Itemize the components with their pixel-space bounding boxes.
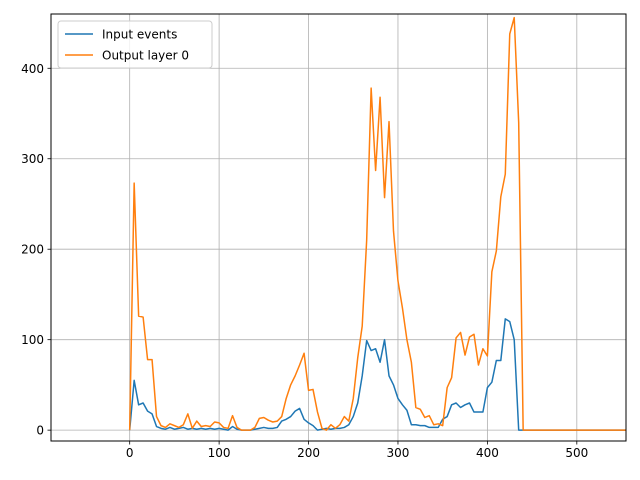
legend-box bbox=[57, 20, 213, 69]
x-tick-label: 0 bbox=[126, 446, 134, 460]
x-tick-label: 500 bbox=[565, 446, 588, 460]
x-tick-label: 400 bbox=[476, 446, 499, 460]
x-tick-label: 100 bbox=[208, 446, 231, 460]
y-tick-label: 400 bbox=[21, 62, 44, 76]
y-tick-label: 200 bbox=[21, 243, 44, 257]
x-tick-label: 200 bbox=[297, 446, 320, 460]
legend-label-1: Output layer 0 bbox=[102, 49, 189, 63]
y-tick-label: 100 bbox=[21, 333, 44, 347]
y-tick-label: 0 bbox=[36, 424, 44, 438]
legend-label-0: Input events bbox=[102, 28, 177, 42]
legend: Input events Output layer 0 bbox=[57, 20, 213, 69]
y-tick-label: 300 bbox=[21, 152, 44, 166]
plot-frame bbox=[50, 13, 627, 442]
axis-ticks: 0 100 200 300 400 500 0 100 200 300 400 bbox=[21, 62, 588, 460]
series-line-1 bbox=[128, 16, 626, 431]
x-tick-label: 300 bbox=[387, 446, 410, 460]
series-lines bbox=[128, 16, 626, 431]
